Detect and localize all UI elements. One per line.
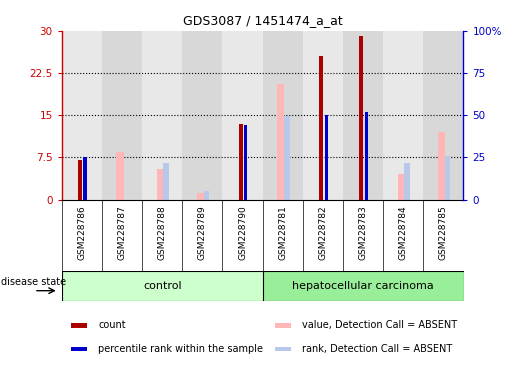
Bar [102, 31, 142, 200]
Text: GSM228782: GSM228782 [318, 205, 328, 260]
Text: GSM228786: GSM228786 [77, 205, 87, 260]
Text: GSM228788: GSM228788 [158, 205, 167, 260]
Bar [203, 191, 209, 200]
Bar [423, 31, 464, 200]
Bar [71, 323, 87, 328]
Bar [438, 132, 445, 200]
Bar [383, 31, 423, 200]
Bar [238, 124, 243, 200]
Bar [244, 125, 247, 200]
Bar [62, 271, 263, 301]
Bar [359, 36, 363, 200]
Bar [222, 31, 263, 200]
Bar [71, 347, 87, 351]
Bar [303, 31, 343, 200]
Text: GSM228781: GSM228781 [278, 205, 287, 260]
Text: GSM228787: GSM228787 [117, 205, 127, 260]
Bar [62, 31, 102, 200]
Text: hepatocellular carcinoma: hepatocellular carcinoma [292, 281, 434, 291]
Bar [404, 163, 410, 200]
Bar [182, 31, 222, 200]
Text: GSM228790: GSM228790 [238, 205, 247, 260]
Bar [444, 156, 450, 200]
Text: disease state: disease state [1, 277, 66, 287]
Bar [78, 160, 82, 200]
Bar [284, 116, 289, 200]
Bar [263, 31, 303, 200]
Text: rank, Detection Call = ABSENT: rank, Detection Call = ABSENT [302, 344, 452, 354]
Text: value, Detection Call = ABSENT: value, Detection Call = ABSENT [302, 321, 457, 331]
Bar [116, 152, 124, 200]
Title: GDS3087 / 1451474_a_at: GDS3087 / 1451474_a_at [183, 14, 342, 27]
Bar [275, 323, 290, 328]
Text: percentile rank within the sample: percentile rank within the sample [98, 344, 263, 354]
Bar [277, 84, 284, 200]
Bar [263, 271, 464, 301]
Text: control: control [143, 281, 182, 291]
Bar [398, 174, 405, 200]
Bar [275, 347, 290, 351]
Bar [319, 56, 323, 200]
Bar [343, 31, 383, 200]
Text: count: count [98, 321, 126, 331]
Text: GSM228783: GSM228783 [358, 205, 368, 260]
Bar [157, 169, 164, 200]
Bar [324, 115, 328, 200]
Bar [197, 193, 204, 200]
Bar [142, 31, 182, 200]
Text: GSM228785: GSM228785 [439, 205, 448, 260]
Bar [83, 157, 87, 200]
Text: GSM228789: GSM228789 [198, 205, 207, 260]
Bar [365, 112, 368, 200]
Bar [163, 163, 169, 200]
Text: GSM228784: GSM228784 [399, 205, 408, 260]
